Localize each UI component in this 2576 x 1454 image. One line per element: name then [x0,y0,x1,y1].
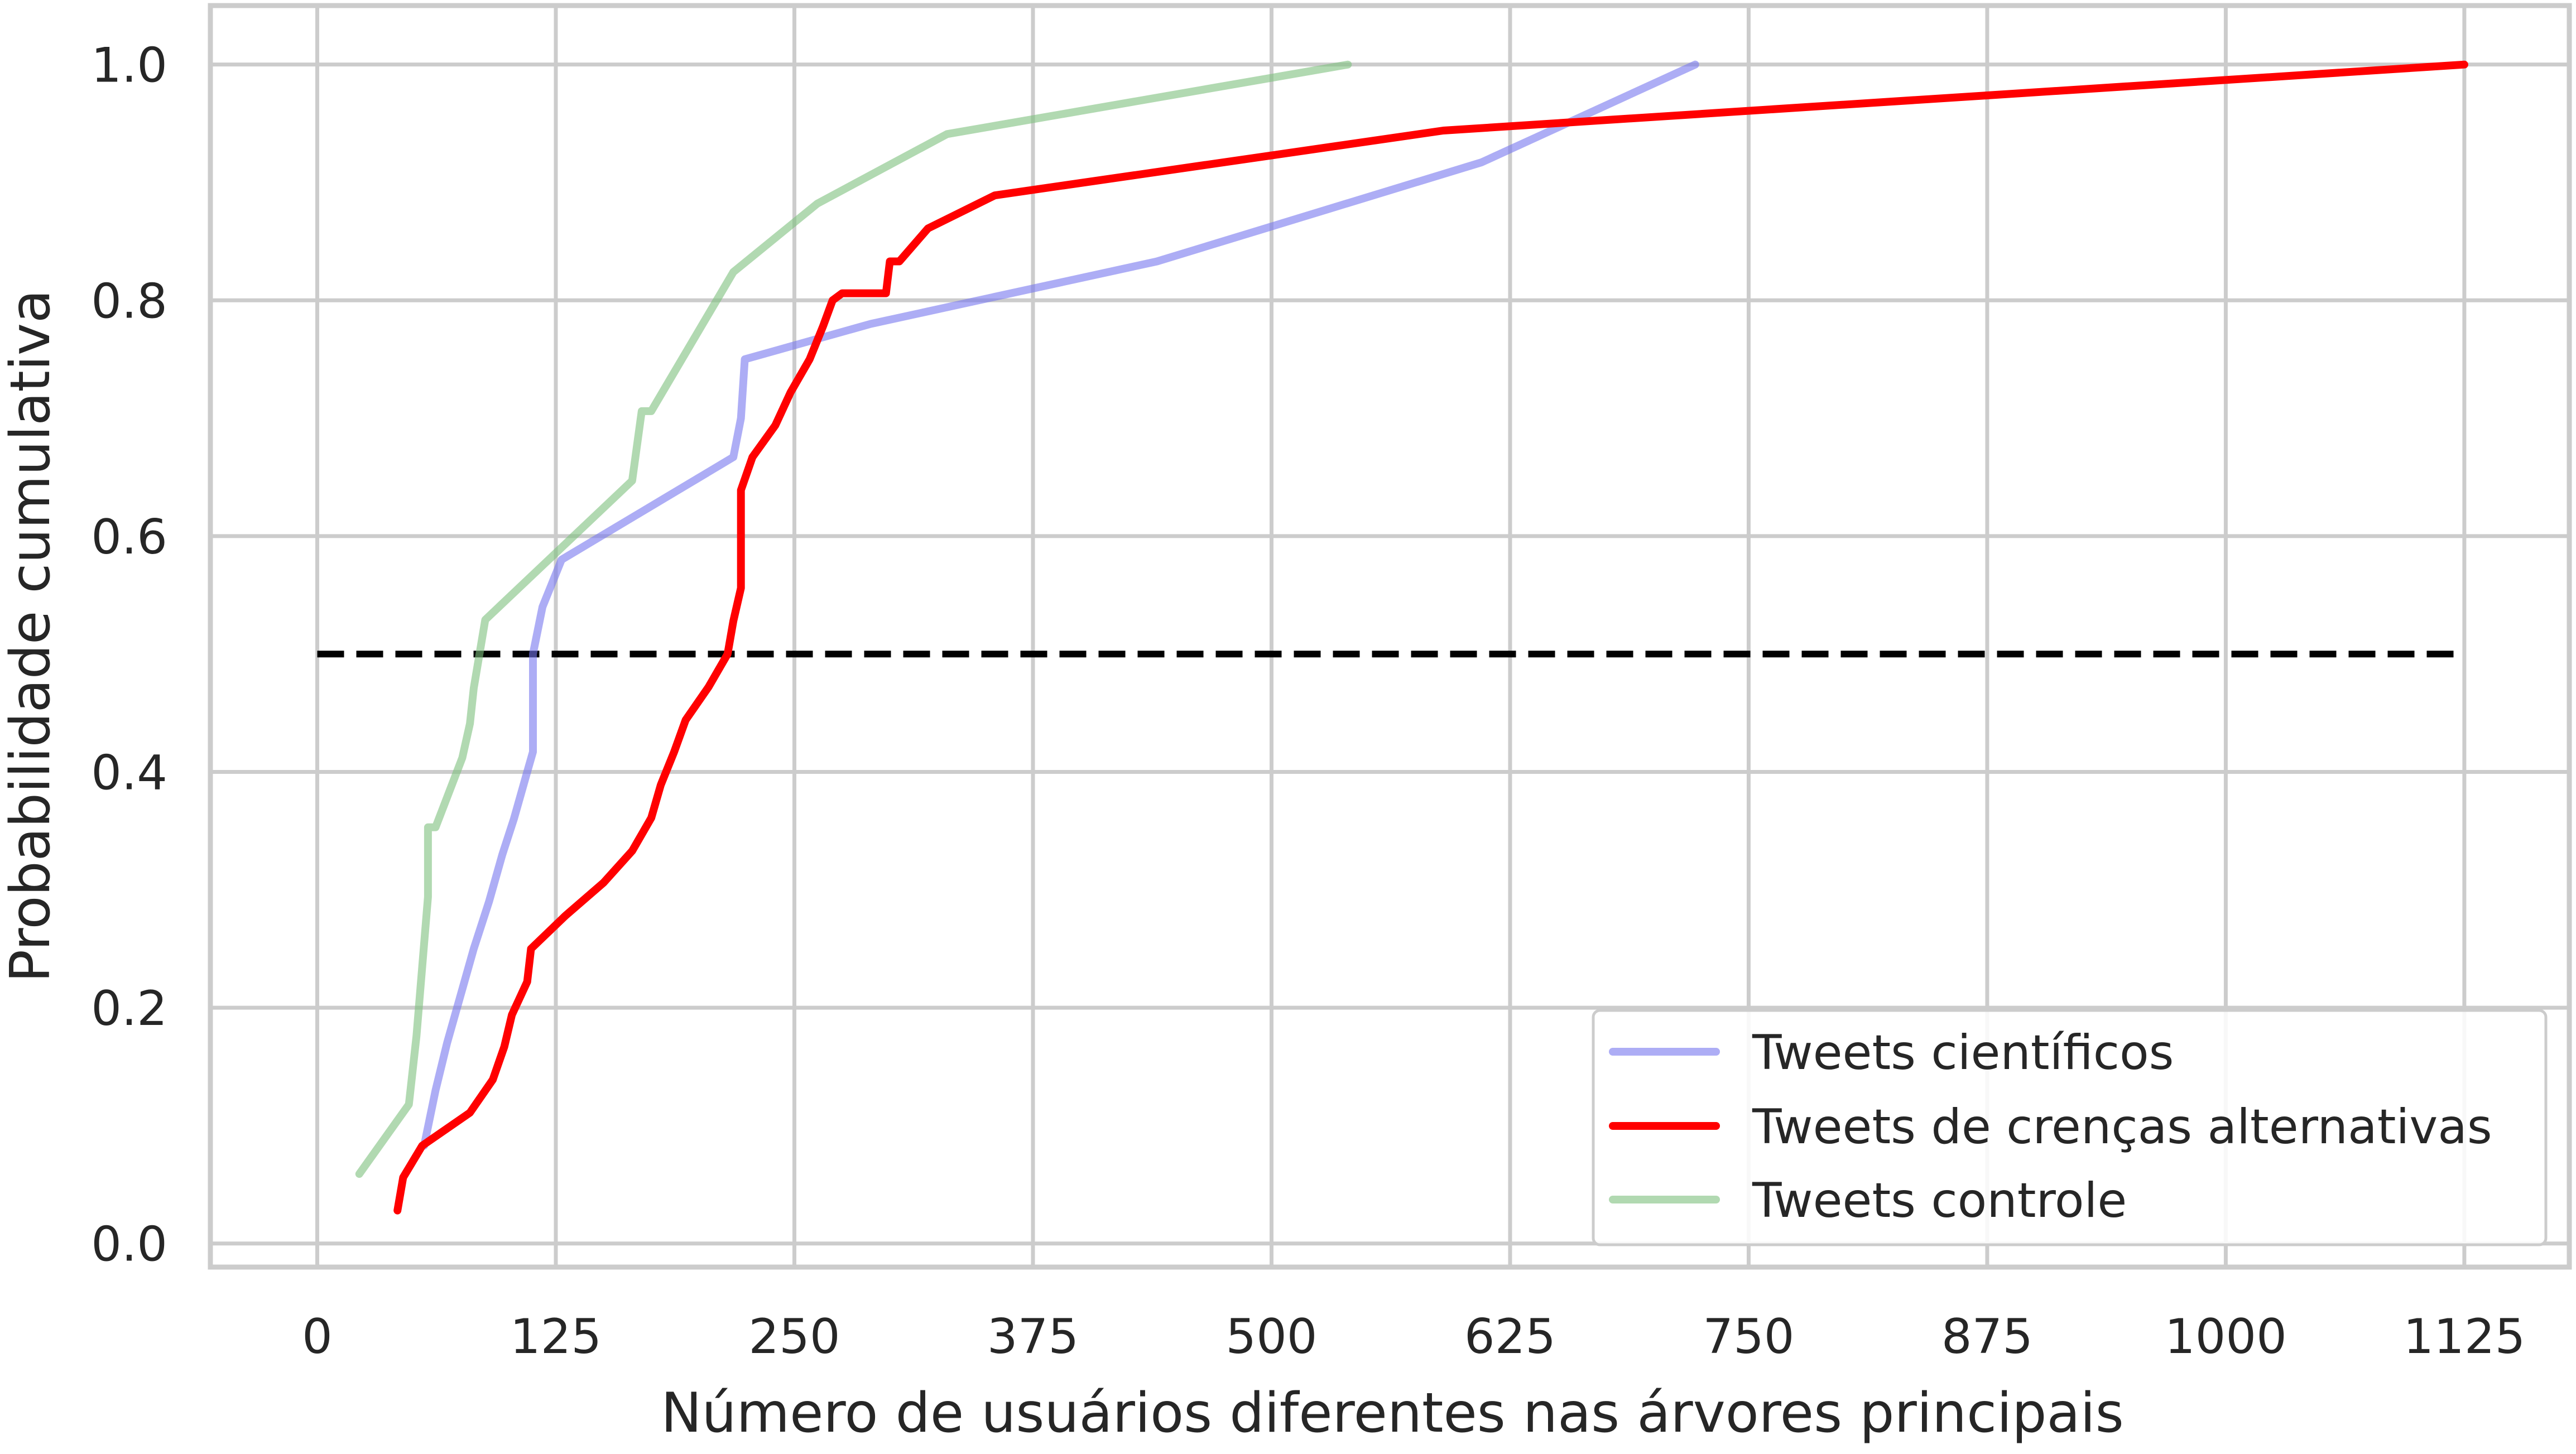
x-tick-label: 0 [302,1309,333,1365]
x-tick-label: 625 [1464,1309,1556,1365]
x-tick-label: 125 [510,1309,602,1365]
y-tick-label: 0.0 [91,1217,167,1273]
legend-label: Tweets científicos [1752,1025,2174,1081]
y-axis-title: Probabilidade cumulativa [0,290,63,983]
legend-label: Tweets controle [1752,1173,2127,1229]
x-tick-label: 1125 [2403,1309,2525,1365]
x-tick-label: 250 [748,1309,840,1365]
series-line-tweets-de-crencas-alternativas [393,60,2468,1215]
y-tick-label: 0.2 [91,981,167,1037]
x-tick-label: 500 [1225,1309,1317,1365]
y-tick-label: 1.0 [91,38,167,94]
x-axis-title: Número de usuários diferentes nas árvore… [661,1381,2124,1445]
series-line-tweets-cientificos [420,60,1699,1150]
y-tick-label: 0.8 [91,273,167,329]
x-tick-label: 375 [987,1309,1079,1365]
y-axis-ticks: 0.0 0.2 0.4 0.6 0.8 1.0 [91,38,167,1273]
plot-area-frame [208,3,2572,1270]
legend-box [1592,1009,2548,1246]
x-tick-label: 875 [1941,1309,2033,1365]
legend-label: Tweets de crenças alternativas [1752,1099,2492,1155]
y-tick-label: 0.4 [91,745,167,801]
x-axis-ticks: 0 125 250 375 500 625 750 875 1000 1125 [302,1309,2525,1365]
legend: Tweets científicos Tweets de crenças alte… [1592,1009,2548,1246]
x-tick-label: 750 [1703,1309,1794,1365]
y-tick-label: 0.6 [91,509,167,565]
x-tick-label: 1000 [2165,1309,2287,1365]
series-group [355,60,2468,1215]
series-line-tweets-controle [355,60,1352,1178]
